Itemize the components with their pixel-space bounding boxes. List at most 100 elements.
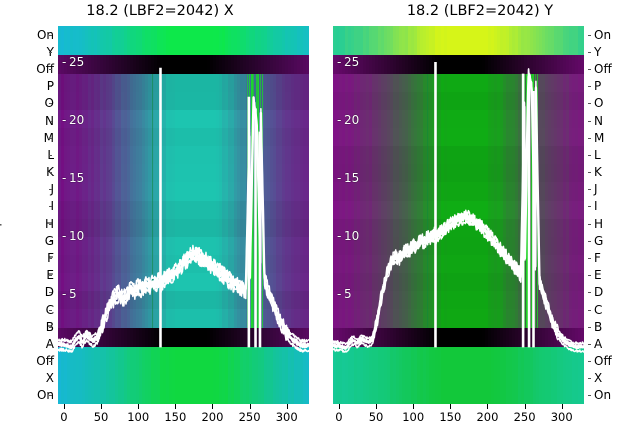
- category-tick: [49, 257, 52, 259]
- heatmap-cell: [434, 347, 438, 404]
- heatmap-cell: [228, 327, 232, 348]
- heatmap-row-texture: [333, 146, 584, 165]
- heatmap-cell: [162, 327, 166, 348]
- heatmap-cell: [452, 26, 456, 56]
- category-label-n-5: N: [45, 113, 54, 128]
- category-tick: [588, 309, 591, 311]
- heatmap-cell: [198, 327, 202, 348]
- heatmap-cell: [449, 55, 453, 74]
- heatmap-cell: [374, 73, 379, 328]
- heatmap-cell: [362, 347, 367, 404]
- heatmap-cell: [273, 73, 277, 328]
- category-tick: [49, 68, 52, 70]
- heatmap-cell: [105, 73, 110, 328]
- heatmap-cell: [171, 347, 175, 404]
- heatmap-cell: [560, 55, 564, 74]
- heatmap-cell: [273, 327, 277, 348]
- heatmap-cell: [482, 347, 486, 404]
- heatmap-cell: [210, 73, 214, 328]
- heatmap-cell: [249, 327, 253, 348]
- heatmap-cell: [455, 73, 459, 328]
- heatmap-cell: [201, 73, 205, 328]
- heatmap-cell: [572, 347, 576, 404]
- heatmap-cell: [270, 327, 274, 348]
- heatmap-cell: [123, 347, 128, 404]
- heatmap-cell: [539, 327, 543, 348]
- heatmap-cell: [60, 347, 65, 404]
- heatmap-cell: [159, 55, 163, 74]
- heatmap-cell: [291, 327, 295, 348]
- heatmap-cell: [518, 347, 522, 404]
- heatmap-cell: [66, 55, 71, 74]
- heatmap-cell: [186, 73, 190, 328]
- category-tick: [49, 172, 52, 174]
- category-label-o-4: O: [594, 96, 604, 111]
- heatmap-cell: [407, 327, 412, 348]
- heatmap-cell: [129, 55, 134, 74]
- heatmap-cell: [557, 55, 561, 74]
- heatmap-cell: [356, 55, 361, 74]
- heatmap-cell: [183, 73, 187, 328]
- category-tick: [588, 240, 591, 242]
- heatmap-cell: [338, 73, 343, 328]
- heatmap-cell: [533, 327, 537, 348]
- panel-y-inner-ytick-10: -10: [337, 229, 360, 243]
- panel-x-inner-ytick-20: -20: [62, 113, 85, 127]
- heatmap-cell: [425, 26, 429, 56]
- heatmap-cell: [58, 55, 62, 74]
- heatmap-cell: [231, 26, 235, 56]
- heatmap-cell: [63, 26, 68, 56]
- heatmap-cell: [288, 55, 292, 74]
- category-label-l-7: L: [0, 149, 62, 161]
- heatmap-cell: [264, 55, 268, 74]
- heatmap-cell: [222, 73, 226, 328]
- heatmap-cell: [90, 55, 95, 74]
- heatmap-cell: [575, 347, 579, 404]
- heatmap-cell: [294, 347, 298, 404]
- panel-x-heatmap[interactable]: -25 -20 -15 -10 -5: [58, 26, 309, 404]
- heatmap-cell: [282, 55, 286, 74]
- heatmap-cell: [180, 26, 184, 56]
- heatmap-row-texture: [58, 73, 309, 92]
- heatmap-cell: [470, 73, 474, 328]
- heatmap-row-texture: [333, 182, 584, 201]
- heatmap-cell: [243, 55, 247, 74]
- heatmap-cell: [554, 327, 558, 348]
- category-label-e-14: E: [0, 269, 62, 281]
- heatmap-cell: [446, 347, 450, 404]
- heatmap-cell: [90, 327, 95, 348]
- heatmap-cell: [237, 347, 241, 404]
- heatmap-cell: [461, 55, 465, 74]
- heatmap-cell: [234, 327, 238, 348]
- heatmap-cell: [581, 327, 584, 348]
- heatmap-stripe-artifact: [151, 73, 153, 328]
- panel-y-heatmap[interactable]: -25 -20 -15 -10 -5: [333, 26, 584, 404]
- panel-y-category-axis[interactable]: On Y Off P O N M L K J I H G F E D C B A Off X On: [586, 26, 640, 404]
- heatmap-cell: [524, 55, 528, 74]
- heatmap-cell: [141, 55, 146, 74]
- panel-x-x-axis[interactable]: 0 50 100 150 200 250 300: [58, 404, 309, 438]
- heatmap-cell: [506, 55, 510, 74]
- heatmap-cell: [548, 55, 552, 74]
- heatmap-cell: [258, 26, 262, 56]
- heatmap-cell: [141, 73, 146, 328]
- heatmap-cell: [210, 327, 214, 348]
- heatmap-cell: [243, 26, 247, 56]
- panel-y-x-axis[interactable]: 0 50 100 150 200 250 300: [333, 404, 584, 438]
- heatmap-cell: [189, 73, 193, 328]
- heatmap-cell: [99, 55, 104, 74]
- heatmap-cell: [84, 73, 89, 328]
- heatmap-cell: [102, 327, 107, 348]
- heatmap-row-texture: [333, 73, 584, 92]
- heatmap-cell: [581, 55, 584, 74]
- heatmap-cell: [446, 73, 450, 328]
- heatmap-cell: [183, 26, 187, 56]
- heatmap-cell: [488, 26, 492, 56]
- heatmap-cell: [120, 347, 125, 404]
- heatmap-cell: [168, 55, 172, 74]
- heatmap-cell: [240, 26, 244, 56]
- category-tick: [49, 206, 52, 208]
- category-tick: [49, 343, 52, 345]
